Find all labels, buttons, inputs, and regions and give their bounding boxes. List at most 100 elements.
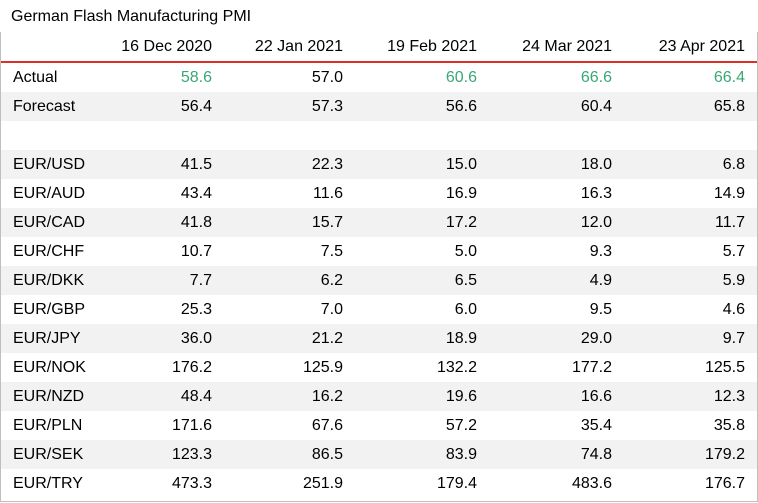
table-cell: 7.5 bbox=[320, 242, 343, 260]
table-cell: 4.6 bbox=[722, 300, 745, 318]
spacer-row bbox=[1, 121, 757, 150]
table-cell: 19.6 bbox=[355, 382, 489, 411]
table-row: EUR/JPY 36.0 21.2 18.9 29.0 9.7 bbox=[1, 324, 757, 353]
table-cell: 5.7 bbox=[722, 242, 745, 260]
table-cell bbox=[624, 121, 757, 150]
pmi-table-frame: 16 Dec 2020 22 Jan 2021 19 Feb 2021 24 M… bbox=[0, 32, 758, 502]
row-label bbox=[1, 121, 95, 150]
table-cell: 6.8 bbox=[624, 150, 757, 179]
column-header-label bbox=[1, 32, 95, 62]
table-cell: 10.7 bbox=[180, 242, 212, 260]
table-cell: 9.5 bbox=[589, 300, 612, 318]
table-cell: 60.6 bbox=[445, 68, 477, 86]
table-cell: 74.8 bbox=[489, 440, 624, 469]
table-cell: 5.9 bbox=[624, 266, 757, 295]
table-cell: 36.0 bbox=[95, 324, 224, 353]
column-header-date: 22 Jan 2021 bbox=[254, 37, 343, 55]
row-label: EUR/CHF bbox=[13, 242, 85, 260]
table-cell bbox=[224, 121, 355, 150]
table-cell: 12.3 bbox=[624, 382, 757, 411]
table-cell: 12.0 bbox=[489, 208, 624, 237]
table-cell: 56.4 bbox=[95, 92, 224, 121]
row-label: EUR/GBP bbox=[13, 300, 86, 318]
table-cell: 41.5 bbox=[95, 150, 224, 179]
table-cell: 22.3 bbox=[224, 150, 355, 179]
row-label: EUR/DKK bbox=[1, 266, 95, 295]
table-body: Actual 58.6 57.0 60.6 66.6 66.4 Forecast 56.4 57… bbox=[1, 62, 757, 498]
table-cell: 66.4 bbox=[713, 68, 745, 86]
table-cell: 21.2 bbox=[224, 324, 355, 353]
row-label: EUR/AUD bbox=[13, 184, 86, 202]
table-cell: 7.0 bbox=[320, 300, 343, 318]
table-cell: 35.8 bbox=[713, 416, 745, 434]
table-cell bbox=[355, 121, 489, 150]
table-cell: 6.2 bbox=[224, 266, 355, 295]
row-label: EUR/SEK bbox=[1, 440, 95, 469]
table-cell: 86.5 bbox=[224, 440, 355, 469]
table-cell: 18.9 bbox=[355, 324, 489, 353]
table-cell: 179.2 bbox=[624, 440, 757, 469]
table-cell bbox=[489, 121, 624, 150]
table-cell: 7.7 bbox=[95, 266, 224, 295]
row-label: EUR/NOK bbox=[13, 358, 86, 376]
table-row: EUR/TRY 473.3 251.9 179.4 483.6 176.7 bbox=[1, 469, 757, 498]
table-cell: 16.2 bbox=[224, 382, 355, 411]
table-cell: 16.6 bbox=[489, 382, 624, 411]
table-row: EUR/GBP 25.3 7.0 6.0 9.5 4.6 bbox=[1, 295, 757, 324]
table-cell: 35.4 bbox=[580, 416, 612, 434]
table-title: German Flash Manufacturing PMI bbox=[11, 8, 252, 25]
pmi-table: 16 Dec 2020 22 Jan 2021 19 Feb 2021 24 M… bbox=[1, 32, 757, 498]
row-label: EUR/JPY bbox=[1, 324, 95, 353]
table-cell: 48.4 bbox=[95, 382, 224, 411]
header-row: 16 Dec 2020 22 Jan 2021 19 Feb 2021 24 M… bbox=[1, 32, 757, 62]
row-label: Actual bbox=[13, 68, 58, 86]
table-cell: 176.7 bbox=[704, 474, 745, 492]
table-row: EUR/NOK 176.2 125.9 132.2 177.2 125.5 bbox=[1, 353, 757, 382]
table-cell: 9.7 bbox=[624, 324, 757, 353]
row-label: EUR/CAD bbox=[1, 208, 95, 237]
table-cell: 16.9 bbox=[445, 184, 477, 202]
table-cell: 483.6 bbox=[571, 474, 612, 492]
table-cell: 251.9 bbox=[302, 474, 343, 492]
table-row: EUR/DKK 7.7 6.2 6.5 4.9 5.9 bbox=[1, 266, 757, 295]
table-cell: 6.5 bbox=[355, 266, 489, 295]
table-row: EUR/AUD 43.4 11.6 16.9 16.3 14.9 bbox=[1, 179, 757, 208]
table-cell: 123.3 bbox=[95, 440, 224, 469]
table-cell: 29.0 bbox=[489, 324, 624, 353]
row-label: EUR/PLN bbox=[13, 416, 83, 434]
table-cell: 11.7 bbox=[624, 208, 757, 237]
table-cell: 43.4 bbox=[180, 184, 212, 202]
table-row: EUR/SEK 123.3 86.5 83.9 74.8 179.2 bbox=[1, 440, 757, 469]
table-cell: 9.3 bbox=[589, 242, 612, 260]
column-header-date: 23 Apr 2021 bbox=[658, 37, 745, 55]
table-cell: 18.0 bbox=[489, 150, 624, 179]
table-cell: 14.9 bbox=[713, 184, 745, 202]
table-cell: 176.2 bbox=[171, 358, 212, 376]
table-cell: 65.8 bbox=[624, 92, 757, 121]
table-cell: 15.0 bbox=[355, 150, 489, 179]
row-label: EUR/NZD bbox=[1, 382, 95, 411]
column-header-date: 24 Mar 2021 bbox=[522, 37, 612, 55]
table-cell: 58.6 bbox=[180, 68, 212, 86]
table-cell: 11.6 bbox=[313, 184, 343, 202]
table-cell: 6.0 bbox=[454, 300, 477, 318]
table-row: EUR/CHF 10.7 7.5 5.0 9.3 5.7 bbox=[1, 237, 757, 266]
table-row: EUR/CAD 41.8 15.7 17.2 12.0 11.7 bbox=[1, 208, 757, 237]
table-cell: 17.2 bbox=[355, 208, 489, 237]
table-row: EUR/PLN 171.6 67.6 57.2 35.4 35.8 bbox=[1, 411, 757, 440]
row-label: EUR/USD bbox=[1, 150, 95, 179]
table-cell: 60.4 bbox=[489, 92, 624, 121]
table-cell: 57.0 bbox=[311, 68, 343, 86]
column-header-date: 19 Feb 2021 bbox=[387, 37, 477, 55]
column-header-date: 16 Dec 2020 bbox=[121, 37, 212, 55]
table-cell: 179.4 bbox=[436, 474, 477, 492]
table-cell bbox=[95, 121, 224, 150]
table-cell: 132.2 bbox=[436, 358, 477, 376]
table-cell: 56.6 bbox=[355, 92, 489, 121]
table-cell: 125.9 bbox=[302, 358, 343, 376]
table-cell: 5.0 bbox=[454, 242, 477, 260]
table-row: EUR/NZD 48.4 16.2 19.6 16.6 12.3 bbox=[1, 382, 757, 411]
table-cell: 25.3 bbox=[180, 300, 212, 318]
table-cell: 57.2 bbox=[445, 416, 477, 434]
table-cell: 57.3 bbox=[224, 92, 355, 121]
